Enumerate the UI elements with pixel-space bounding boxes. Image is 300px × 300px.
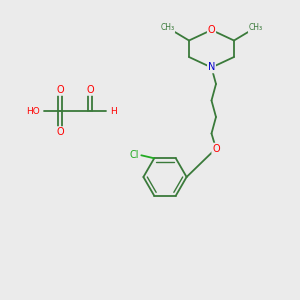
Text: O: O [86,85,94,95]
Text: Cl: Cl [129,150,139,160]
Text: N: N [208,62,215,73]
Text: HO: HO [26,106,40,116]
Text: O: O [212,143,220,154]
Text: CH₃: CH₃ [160,23,175,32]
Text: H: H [110,106,117,116]
Text: O: O [56,85,64,95]
Text: O: O [208,25,215,35]
Text: O: O [56,127,64,137]
Text: CH₃: CH₃ [248,23,263,32]
